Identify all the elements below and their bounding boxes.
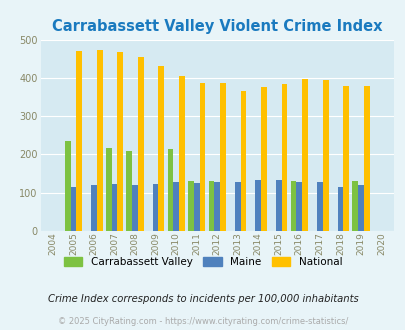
Bar [234,182,240,231]
Bar [363,86,369,231]
Bar [322,80,328,231]
Bar [188,181,193,231]
Bar [167,149,173,231]
Bar [152,183,158,231]
Bar [138,57,143,231]
Bar [301,79,307,231]
Bar [296,182,301,231]
Bar [290,181,296,231]
Bar [240,90,246,231]
Bar [357,185,363,231]
Bar [214,182,220,231]
Bar [76,51,82,231]
Bar [126,150,132,231]
Bar [111,184,117,231]
Bar [281,84,287,231]
Bar [275,181,281,231]
Bar [316,182,322,231]
Bar [65,141,70,231]
Bar [208,181,214,231]
Bar [173,182,179,231]
Bar [255,181,260,231]
Bar [106,148,111,231]
Bar [193,183,199,231]
Bar [179,76,184,231]
Bar [220,83,225,231]
Bar [337,187,343,231]
Bar [91,185,97,231]
Bar [343,85,348,231]
Text: © 2025 CityRating.com - https://www.cityrating.com/crime-statistics/: © 2025 CityRating.com - https://www.city… [58,317,347,326]
Bar [132,185,138,231]
Bar [158,66,164,231]
Bar [199,83,205,231]
Title: Carrabassett Valley Violent Crime Index: Carrabassett Valley Violent Crime Index [52,19,382,34]
Legend: Carrabassett Valley, Maine, National: Carrabassett Valley, Maine, National [64,257,341,267]
Bar [97,50,102,231]
Bar [117,52,123,231]
Bar [70,187,76,231]
Text: Crime Index corresponds to incidents per 100,000 inhabitants: Crime Index corresponds to incidents per… [47,294,358,304]
Bar [352,181,357,231]
Bar [260,87,266,231]
